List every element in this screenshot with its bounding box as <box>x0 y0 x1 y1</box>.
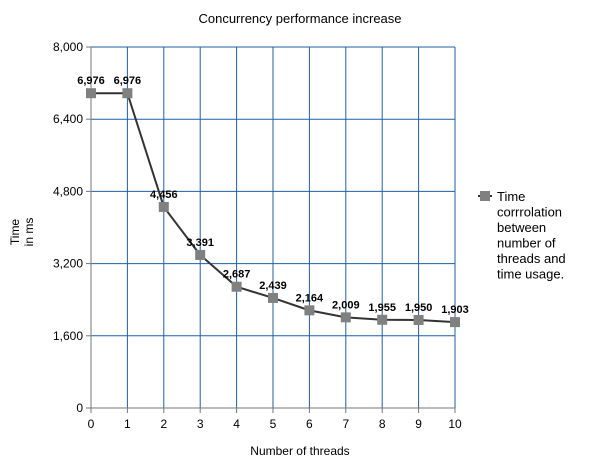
chart-grid <box>91 46 456 408</box>
x-tick-label: 5 <box>270 417 277 431</box>
series-time: 6,976 6,976 4,456 3,391 2,687 2,439 2,164 2,009… <box>77 75 469 328</box>
legend-label-line: threads and <box>497 251 566 266</box>
data-point <box>340 312 351 323</box>
y-tick-label: 0 <box>76 401 83 415</box>
y-tick-label: 1,600 <box>53 329 83 343</box>
x-axis-ticks: 0 1 2 3 4 5 6 7 8 9 10 <box>88 408 462 431</box>
data-label: 1,955 <box>368 302 396 314</box>
data-point <box>231 281 242 292</box>
legend-label-line: corrrolation <box>497 205 562 220</box>
legend-label-line: between <box>497 220 546 235</box>
legend-label-line: number of <box>497 236 556 251</box>
y-axis-ticks: 0 1,600 3,200 4,800 6,400 8,000 <box>53 40 91 415</box>
data-point <box>86 88 96 99</box>
legend-label-line: time usage. <box>497 267 564 282</box>
data-point <box>377 314 388 325</box>
x-tick-label: 0 <box>88 417 95 431</box>
data-point <box>122 88 133 99</box>
chart-title: Concurrency performance increase <box>198 11 401 26</box>
y-tick-label: 6,400 <box>53 112 83 126</box>
data-point <box>413 315 424 326</box>
y-tick-label: 4,800 <box>53 184 83 198</box>
x-axis-label: Number of threads <box>250 444 349 458</box>
data-point <box>195 249 206 260</box>
data-point <box>268 292 278 303</box>
x-tick-label: 2 <box>160 417 167 431</box>
data-label: 6,976 <box>77 75 105 87</box>
data-label: 1,950 <box>405 302 433 314</box>
x-tick-label: 8 <box>379 417 386 431</box>
y-tick-label: 3,200 <box>53 257 83 271</box>
x-tick-label: 1 <box>124 417 131 431</box>
data-label: 2,164 <box>296 292 324 304</box>
legend-marker <box>480 191 490 201</box>
y-tick-label: 8,000 <box>53 40 83 54</box>
x-tick-label: 6 <box>306 417 313 431</box>
data-label: 4,456 <box>150 189 178 201</box>
data-label: 2,009 <box>332 299 360 311</box>
y-axis-label-line-1: Time <box>8 219 22 246</box>
data-point <box>450 317 460 328</box>
data-label: 1,903 <box>441 304 469 316</box>
x-tick-label: 10 <box>448 417 462 431</box>
y-axis-label-line-2: in ms <box>22 218 36 247</box>
x-tick-label: 7 <box>342 417 349 431</box>
data-point <box>158 201 169 212</box>
data-label: 2,439 <box>259 280 287 292</box>
data-point <box>304 305 315 316</box>
data-label: 6,976 <box>114 75 142 87</box>
x-tick-label: 3 <box>197 417 204 431</box>
x-tick-label: 4 <box>233 417 240 431</box>
data-label: 3,391 <box>186 237 214 249</box>
data-label: 2,687 <box>223 269 251 281</box>
legend-label-line: Time <box>497 189 525 204</box>
x-tick-label: 9 <box>415 417 422 431</box>
